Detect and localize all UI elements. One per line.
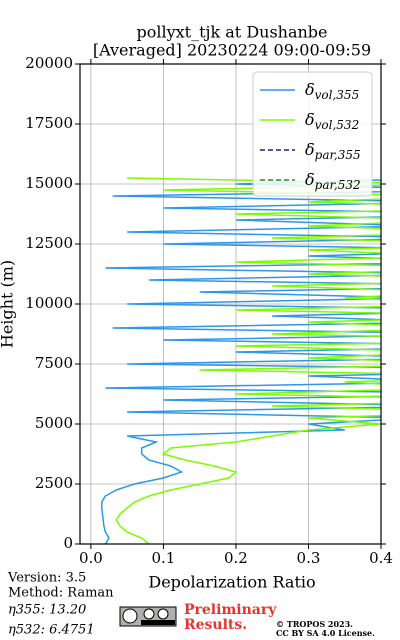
y-tick-label: 17500 — [25, 114, 73, 132]
data-line — [115, 177, 381, 544]
plot-area — [101, 177, 381, 544]
y-axis-label: Height (m) — [0, 260, 17, 348]
x-tick-label: 0.2 — [224, 549, 248, 567]
y-tick-label: 0 — [63, 534, 73, 552]
cc-logo — [119, 606, 177, 627]
y-tick-label: 10000 — [25, 294, 73, 312]
plot-frame — [79, 63, 382, 545]
data-line — [101, 179, 381, 544]
notice: Results. — [184, 617, 247, 633]
legend-label: δvol,355 — [305, 80, 359, 102]
x-tick-label: 0.1 — [151, 549, 175, 567]
notice: Preliminary — [184, 602, 277, 618]
x-tick-label: 0.4 — [369, 549, 393, 567]
annotation: Version: 3.5 — [7, 571, 86, 586]
annotation: η532: 6.4751 — [8, 623, 95, 638]
y-tick-label: 20000 — [25, 54, 73, 72]
copyright: © TROPOS 2023. — [276, 619, 353, 629]
legend-box — [252, 71, 373, 197]
annotation: Method: Raman — [8, 586, 114, 601]
x-tick-label: 0.0 — [79, 549, 103, 567]
copyright: CC BY SA 4.0 License. — [276, 628, 375, 638]
x-tick-label: 0.3 — [297, 549, 321, 567]
x-axis-label: Depolarization Ratio — [148, 573, 315, 592]
legend-label: δpar,532 — [305, 170, 361, 192]
legend-label: δpar,355 — [305, 140, 361, 162]
chart-title: [Averaged] 20230224 09:00-09:59 — [93, 41, 371, 60]
y-tick-label: 15000 — [25, 174, 73, 192]
chart-title: pollyxt_tjk at Dushanbe — [136, 23, 327, 42]
annotation: η355: 13.20 — [8, 603, 86, 618]
y-tick-label: 12500 — [25, 234, 73, 252]
y-tick-label: 2500 — [35, 474, 73, 492]
y-tick-label: 7500 — [35, 354, 73, 372]
y-tick-label: 5000 — [35, 414, 73, 432]
legend-label: δvol,532 — [305, 110, 359, 132]
